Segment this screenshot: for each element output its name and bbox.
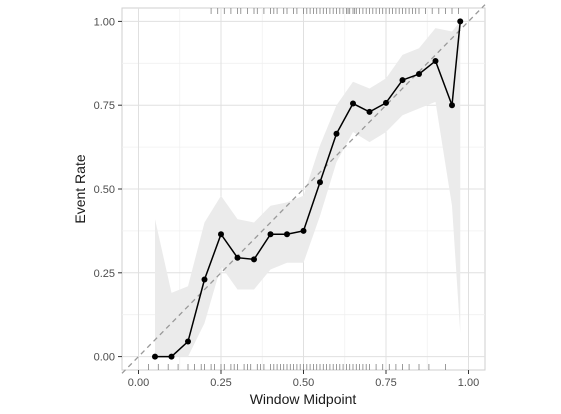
- data-point: [284, 231, 290, 238]
- y-tick-label: 0.00: [94, 352, 115, 364]
- y-tick-label: 0.50: [94, 184, 115, 196]
- confidence-ribbon: [155, 21, 461, 357]
- data-point: [267, 231, 274, 238]
- x-tick-label: 0.50: [293, 377, 314, 389]
- x-tick-label: 0.00: [128, 377, 149, 389]
- y-tick-label: 1.00: [94, 16, 115, 28]
- data-point: [383, 99, 389, 106]
- data-point: [152, 353, 158, 360]
- data-point: [333, 130, 340, 137]
- y-axis-title: Event Rate: [72, 154, 88, 223]
- data-point: [399, 77, 406, 84]
- y-tick-label: 0.25: [94, 268, 115, 280]
- data-point: [350, 100, 356, 107]
- rug-marks: [147, 8, 460, 370]
- y-axis-ticks: 0.00 0.25 0.50 0.75 1.00: [94, 16, 122, 364]
- x-tick-label: 0.75: [375, 377, 396, 389]
- data-point: [449, 102, 455, 109]
- data-point: [317, 179, 323, 186]
- x-axis-ticks: 0.00 0.25 0.50 0.75 1.00: [128, 370, 479, 389]
- data-point: [251, 256, 257, 263]
- data-point: [366, 108, 373, 115]
- data-point: [185, 338, 191, 345]
- x-tick-label: 0.25: [210, 377, 231, 389]
- data-point: [416, 71, 422, 78]
- data-point: [457, 18, 464, 25]
- data-point: [218, 231, 224, 238]
- y-tick-label: 0.75: [94, 100, 115, 112]
- series-points: [152, 18, 464, 360]
- data-point: [201, 276, 208, 283]
- confidence-band: [155, 21, 461, 357]
- x-tick-label: 1.00: [458, 377, 479, 389]
- data-point: [234, 254, 241, 261]
- x-axis-title: Window Midpoint: [250, 391, 357, 407]
- data-point: [168, 353, 175, 360]
- data-point: [300, 227, 307, 234]
- data-point: [432, 57, 439, 64]
